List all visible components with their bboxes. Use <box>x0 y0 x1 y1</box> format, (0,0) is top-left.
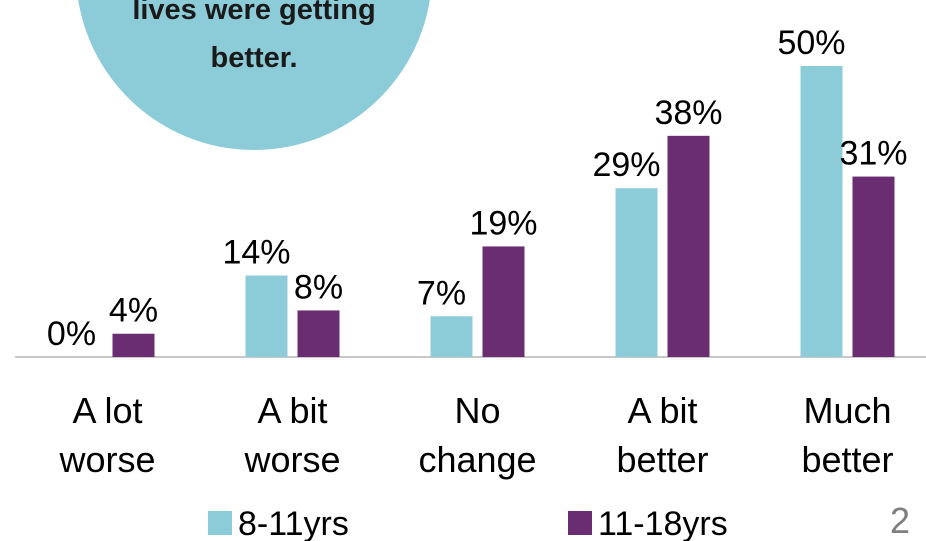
data-label: 38% <box>654 94 722 132</box>
data-label: 7% <box>417 274 466 312</box>
data-label: 0% <box>47 315 96 353</box>
data-label: 31% <box>839 135 907 173</box>
bar <box>297 310 340 357</box>
x-tick-label: A bit worse <box>244 390 341 480</box>
legend-label: 8-11yrs <box>238 505 349 541</box>
bar <box>482 246 525 357</box>
page-number: 2 <box>890 500 910 541</box>
bar <box>667 135 710 357</box>
callout-circle <box>78 0 430 150</box>
bar <box>245 275 288 357</box>
bar <box>430 316 473 357</box>
x-tick-label: A lot worse <box>59 390 156 480</box>
x-tick-label: Much better <box>801 390 894 480</box>
bar <box>800 66 843 357</box>
bar <box>615 188 658 357</box>
legend-swatch <box>208 511 232 535</box>
x-tick-label: No change <box>418 390 537 480</box>
data-label: 14% <box>222 234 290 272</box>
bar <box>112 333 155 357</box>
callout: lives were getting better. <box>132 0 376 74</box>
legend-label: 11-18yrs <box>598 505 728 541</box>
data-label: 50% <box>777 24 845 62</box>
data-label: 19% <box>469 204 537 242</box>
legend-swatch <box>568 511 592 535</box>
callout-text: lives were getting better. <box>132 0 376 74</box>
data-label: 29% <box>592 146 660 184</box>
data-label: 4% <box>109 292 158 330</box>
bar <box>852 176 895 357</box>
data-label: 8% <box>294 268 343 306</box>
x-tick-label: A bit better <box>616 390 709 480</box>
